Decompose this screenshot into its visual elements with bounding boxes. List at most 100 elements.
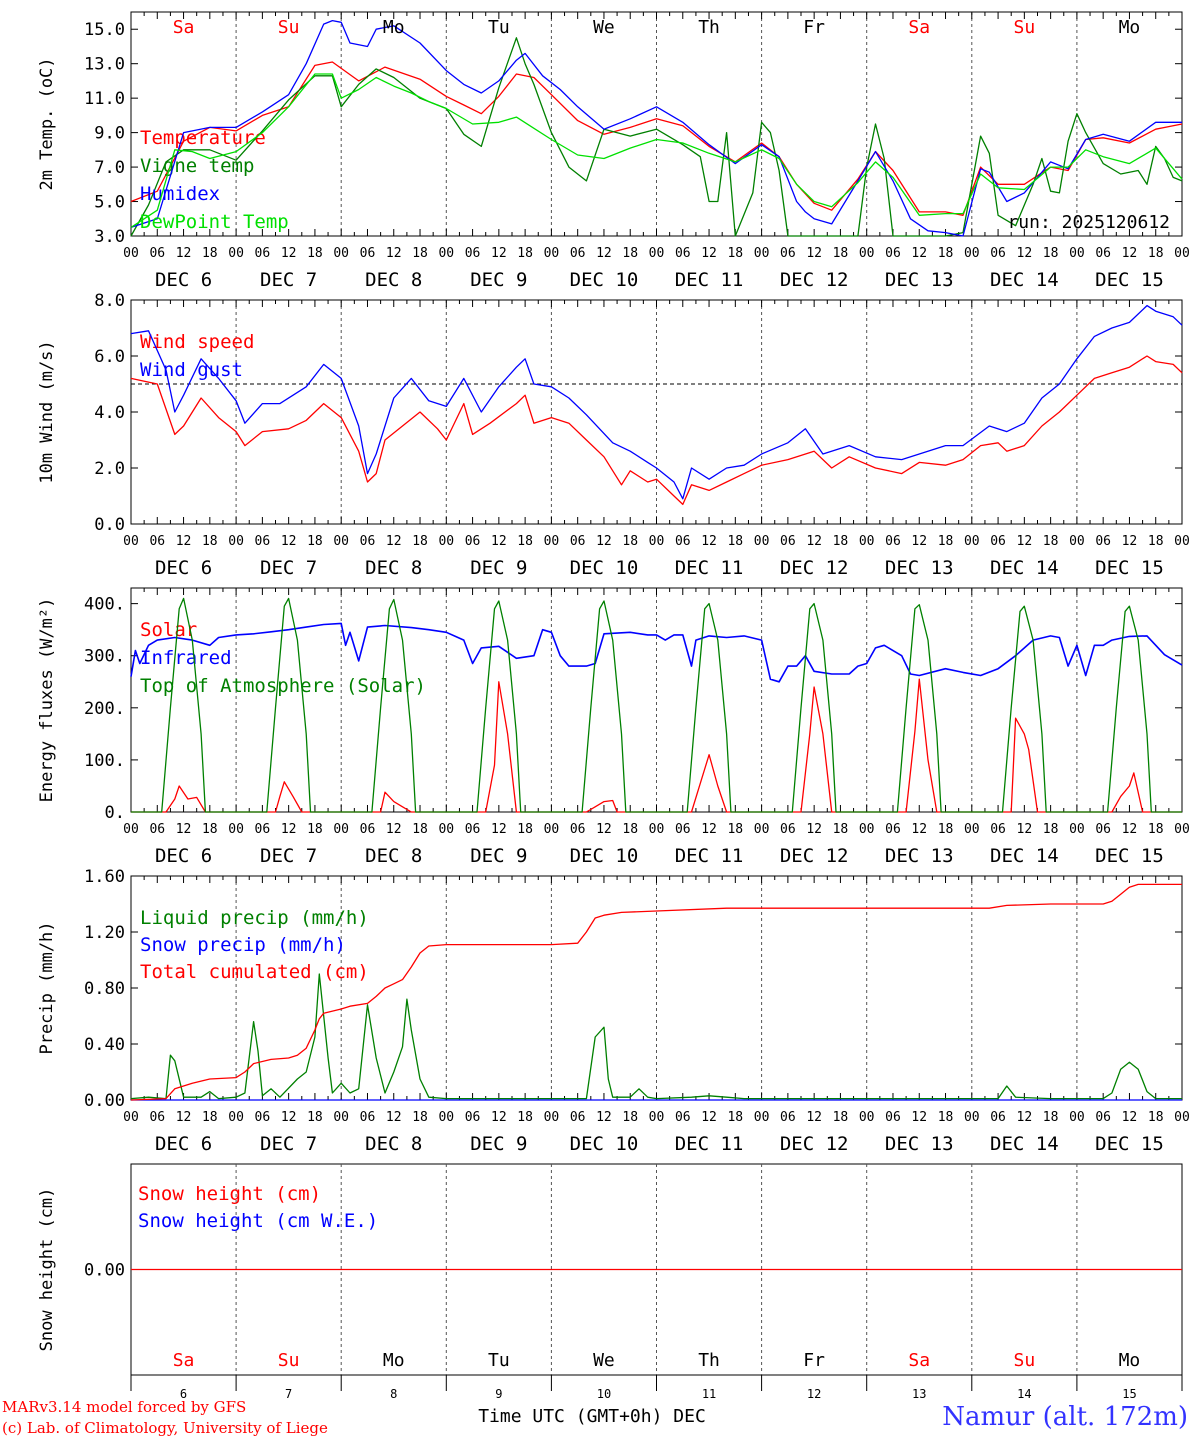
hour-tick-label: 00: [964, 1110, 980, 1125]
weekday-label: We: [593, 17, 615, 38]
hour-tick-label: 18: [1148, 1110, 1164, 1125]
hour-tick-label: 18: [412, 822, 428, 837]
hour-tick-label: 12: [806, 822, 822, 837]
panel-snow: 0.00 Snow height (cm) Snow height (cm) Snow…: [37, 1163, 1183, 1427]
hour-tick-label: 18: [412, 1110, 428, 1125]
day-label: DEC 11: [675, 557, 744, 579]
day-label: DEC 14: [990, 1133, 1059, 1155]
hour-tick-label: 06: [675, 246, 691, 261]
day-label: DEC 6: [155, 1133, 212, 1155]
legend-entry: Solar: [140, 619, 197, 641]
hour-tick-label: 18: [622, 246, 638, 261]
day-label: DEC 13: [885, 269, 954, 291]
hour-tick-label: 18: [833, 822, 849, 837]
series-line-dewpoint-temp: [130, 73, 1183, 228]
hour-tick-label: 00: [859, 1110, 875, 1125]
hour-tick-label: 06: [780, 822, 796, 837]
hour-tick-label: 18: [1148, 534, 1164, 549]
hour-tick-label: 12: [596, 246, 612, 261]
series-line-temperature: [130, 61, 1183, 216]
hour-tick-label: 18: [1148, 246, 1164, 261]
hour-tick-label: 12: [1122, 1110, 1138, 1125]
y-tick-label: 8.0: [94, 291, 125, 311]
hour-tick-label: 00: [649, 534, 665, 549]
y-tick-label: 4.0: [94, 403, 125, 423]
hour-tick-label: 12: [176, 246, 192, 261]
x-axis-label: Time UTC (GMT+0h) DEC: [478, 1406, 706, 1427]
weekday-label: Sa: [908, 17, 930, 38]
weekday-label: Th: [698, 17, 720, 38]
hour-tick-label: 06: [149, 534, 165, 549]
hour-tick-label: 18: [1043, 1110, 1059, 1125]
run-label: run: 2025120612: [1007, 212, 1170, 233]
y-tick-label: 100.: [84, 751, 125, 771]
day-number-label: 9: [495, 1387, 502, 1401]
weekday-label: Su: [1014, 1350, 1036, 1371]
hour-tick-label: 00: [1069, 822, 1085, 837]
hour-tick-label: 06: [360, 822, 376, 837]
y-tick-label: 0.80: [84, 979, 125, 999]
hour-tick-label: 12: [596, 1110, 612, 1125]
hour-tick-label: 06: [465, 246, 481, 261]
legend-entry: Liquid precip (mm/h): [140, 907, 369, 929]
hour-tick-label: 12: [596, 822, 612, 837]
panels-layer: 3.0 5.0 7.0 9.0 11.0 13.0 15.0 2m Temp. (oC) Tem…: [37, 11, 1190, 1427]
panel-wind: 0.0 2.0 4.0 6.0 8.0 10m Wind (m/s) Wind speed W…: [37, 291, 1190, 579]
day-label: DEC 6: [155, 845, 212, 867]
day-label: DEC 11: [675, 269, 744, 291]
hour-tick-label: 12: [281, 1110, 297, 1125]
hour-tick-label: 00: [1174, 822, 1190, 837]
hour-tick-label: 00: [649, 822, 665, 837]
hour-tick-label: 12: [701, 246, 717, 261]
hour-tick-label: 00: [1174, 246, 1190, 261]
hour-tick-label: 12: [176, 534, 192, 549]
hour-tick-label: 06: [465, 534, 481, 549]
hour-tick-label: 18: [307, 246, 323, 261]
day-label: DEC 15: [1095, 845, 1164, 867]
hour-tick-label: 00: [123, 1110, 139, 1125]
weekday-label: Fr: [803, 17, 825, 38]
day-label: DEC 12: [780, 269, 849, 291]
y-tick-label: 0.00: [84, 1091, 125, 1111]
hour-tick-label: 12: [491, 246, 507, 261]
panel-frame: [130, 299, 1183, 525]
hour-tick-label: 12: [911, 534, 927, 549]
y-tick-label: 6.0: [94, 347, 125, 367]
day-label: DEC 12: [780, 845, 849, 867]
weekday-label: We: [593, 1350, 615, 1371]
hour-tick-label: 06: [1095, 822, 1111, 837]
hour-tick-label: 06: [149, 246, 165, 261]
hour-tick-label: 06: [780, 534, 796, 549]
day-label: DEC 12: [780, 557, 849, 579]
day-number-label: 11: [702, 1387, 716, 1401]
day-label: DEC 8: [365, 845, 422, 867]
hour-tick-label: 06: [465, 1110, 481, 1125]
day-label: DEC 15: [1095, 557, 1164, 579]
hour-tick-label: 12: [386, 1110, 402, 1125]
hour-tick-label: 06: [570, 1110, 586, 1125]
hour-tick-label: 12: [491, 534, 507, 549]
hour-tick-label: 12: [911, 822, 927, 837]
panel-frame: [130, 587, 1183, 813]
hour-tick-label: 00: [438, 246, 454, 261]
day-label: DEC 11: [675, 1133, 744, 1155]
y-axis-label: Energy fluxes (W/m²): [37, 598, 57, 803]
hour-tick-label: 06: [885, 534, 901, 549]
hour-tick-label: 18: [307, 534, 323, 549]
hour-tick-label: 18: [622, 534, 638, 549]
weekday-label: Fr: [803, 1350, 825, 1371]
y-tick-label: 0.40: [84, 1035, 125, 1055]
day-label: DEC 11: [675, 845, 744, 867]
lab-credit: (c) Lab. of Climatology, University of L…: [2, 1419, 328, 1437]
day-label: DEC 6: [155, 269, 212, 291]
series-line-top-of-atmosphere-solar-: [131, 597, 1182, 813]
hour-tick-label: 06: [149, 1110, 165, 1125]
hour-tick-label: 18: [202, 534, 218, 549]
y-tick-label: 200.: [84, 699, 125, 719]
hour-tick-label: 12: [1122, 822, 1138, 837]
series-line-wind-gust: [130, 304, 1183, 500]
hour-tick-label: 00: [649, 246, 665, 261]
hour-tick-label: 18: [938, 1110, 954, 1125]
series-line-total-cumulated-cm-: [130, 883, 1182, 1101]
hour-tick-label: 00: [438, 1110, 454, 1125]
